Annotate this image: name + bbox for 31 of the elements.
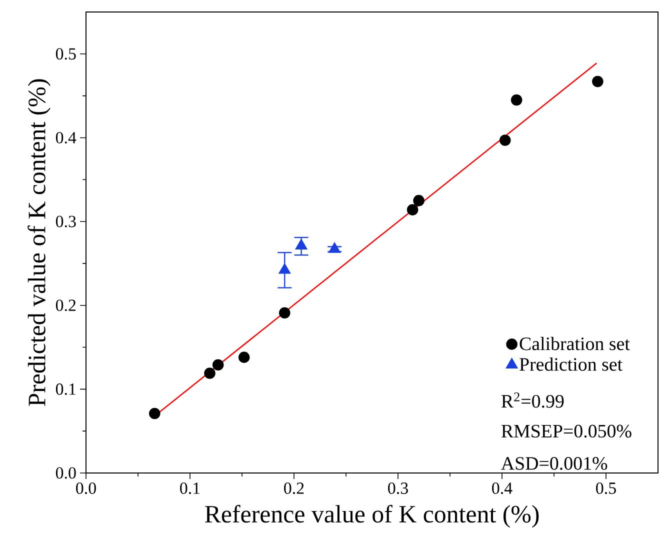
point (148, 408, 160, 420)
x-tick-label: 0.0 (76, 482, 96, 494)
y-axis-title: Predicted value of K content (%) (28, 79, 50, 406)
point (413, 194, 424, 206)
point (204, 368, 216, 379)
point (406, 204, 418, 216)
point (212, 359, 224, 371)
y-tick-label: 0.4 (56, 132, 76, 144)
x-tick-label: 0.2 (284, 482, 304, 494)
y-tick-label: 0.2 (56, 300, 76, 312)
annotation: RMSEP=0.050% (501, 424, 632, 438)
point (328, 242, 340, 253)
legend-label: Calibration set (520, 336, 630, 350)
y-tick-label: 0.1 (56, 383, 76, 395)
annotation: R$^{2}$=0.99 (501, 392, 564, 408)
point (510, 94, 522, 106)
point (278, 263, 290, 274)
legend-label: Prediction set (520, 358, 622, 371)
x-axis-title: Reference value of K content (%) (205, 504, 539, 528)
point (499, 134, 511, 146)
y-tick-label: 0.3 (56, 216, 76, 228)
y-tick-label: 0.5 (56, 48, 76, 60)
point (592, 76, 604, 88)
y-tick-label: 0.0 (56, 467, 76, 479)
x-tick-label: 0.4 (492, 482, 512, 494)
x-tick-label: 0.3 (388, 482, 408, 494)
x-tick-label: 0.1 (180, 482, 200, 494)
annotation: ASD=0.001% (501, 457, 608, 470)
point (278, 307, 290, 319)
point (238, 352, 250, 363)
x-tick-label: 0.5 (596, 482, 616, 494)
